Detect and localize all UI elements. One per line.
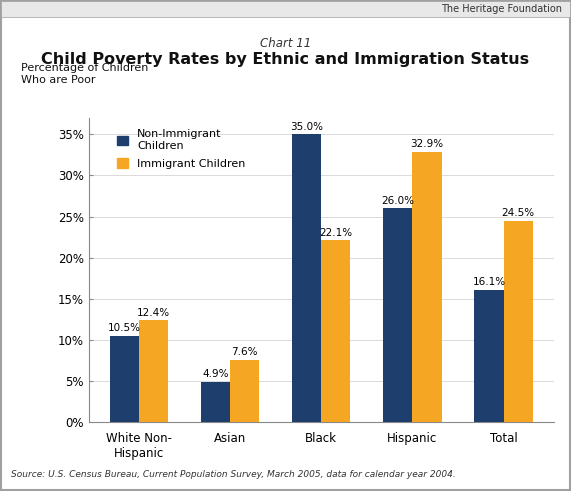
Text: 12.4%: 12.4%: [137, 308, 170, 318]
Bar: [139, 320, 168, 422]
Text: Source: U.S. Census Bureau, Current Population Survey, March 2005, data for cale: Source: U.S. Census Bureau, Current Popu…: [11, 470, 456, 479]
Text: 16.1%: 16.1%: [472, 277, 505, 287]
Text: Chart 11: Chart 11: [260, 37, 311, 50]
Text: 35.0%: 35.0%: [290, 122, 323, 132]
Text: 7.6%: 7.6%: [231, 347, 258, 357]
Text: Child Poverty Rates by Ethnic and Immigration Status: Child Poverty Rates by Ethnic and Immigr…: [42, 52, 529, 67]
Bar: [201, 382, 230, 422]
Bar: [383, 208, 412, 422]
Bar: [504, 220, 533, 422]
Bar: [412, 152, 441, 422]
Text: 10.5%: 10.5%: [108, 324, 140, 333]
Text: 32.9%: 32.9%: [411, 139, 444, 149]
Bar: [110, 336, 139, 422]
Bar: [321, 241, 351, 422]
Text: Percentage of Children
Who are Poor: Percentage of Children Who are Poor: [21, 63, 148, 84]
Legend: Non-Immigrant
Children, Immigrant Children: Non-Immigrant Children, Immigrant Childr…: [117, 130, 246, 168]
Text: 24.5%: 24.5%: [501, 208, 534, 218]
Text: The Heritage Foundation: The Heritage Foundation: [441, 4, 562, 14]
Text: 22.1%: 22.1%: [319, 228, 352, 238]
Text: 26.0%: 26.0%: [381, 196, 415, 206]
Text: 4.9%: 4.9%: [202, 369, 228, 380]
Bar: [230, 360, 259, 422]
Bar: [292, 135, 321, 422]
Bar: [475, 290, 504, 422]
